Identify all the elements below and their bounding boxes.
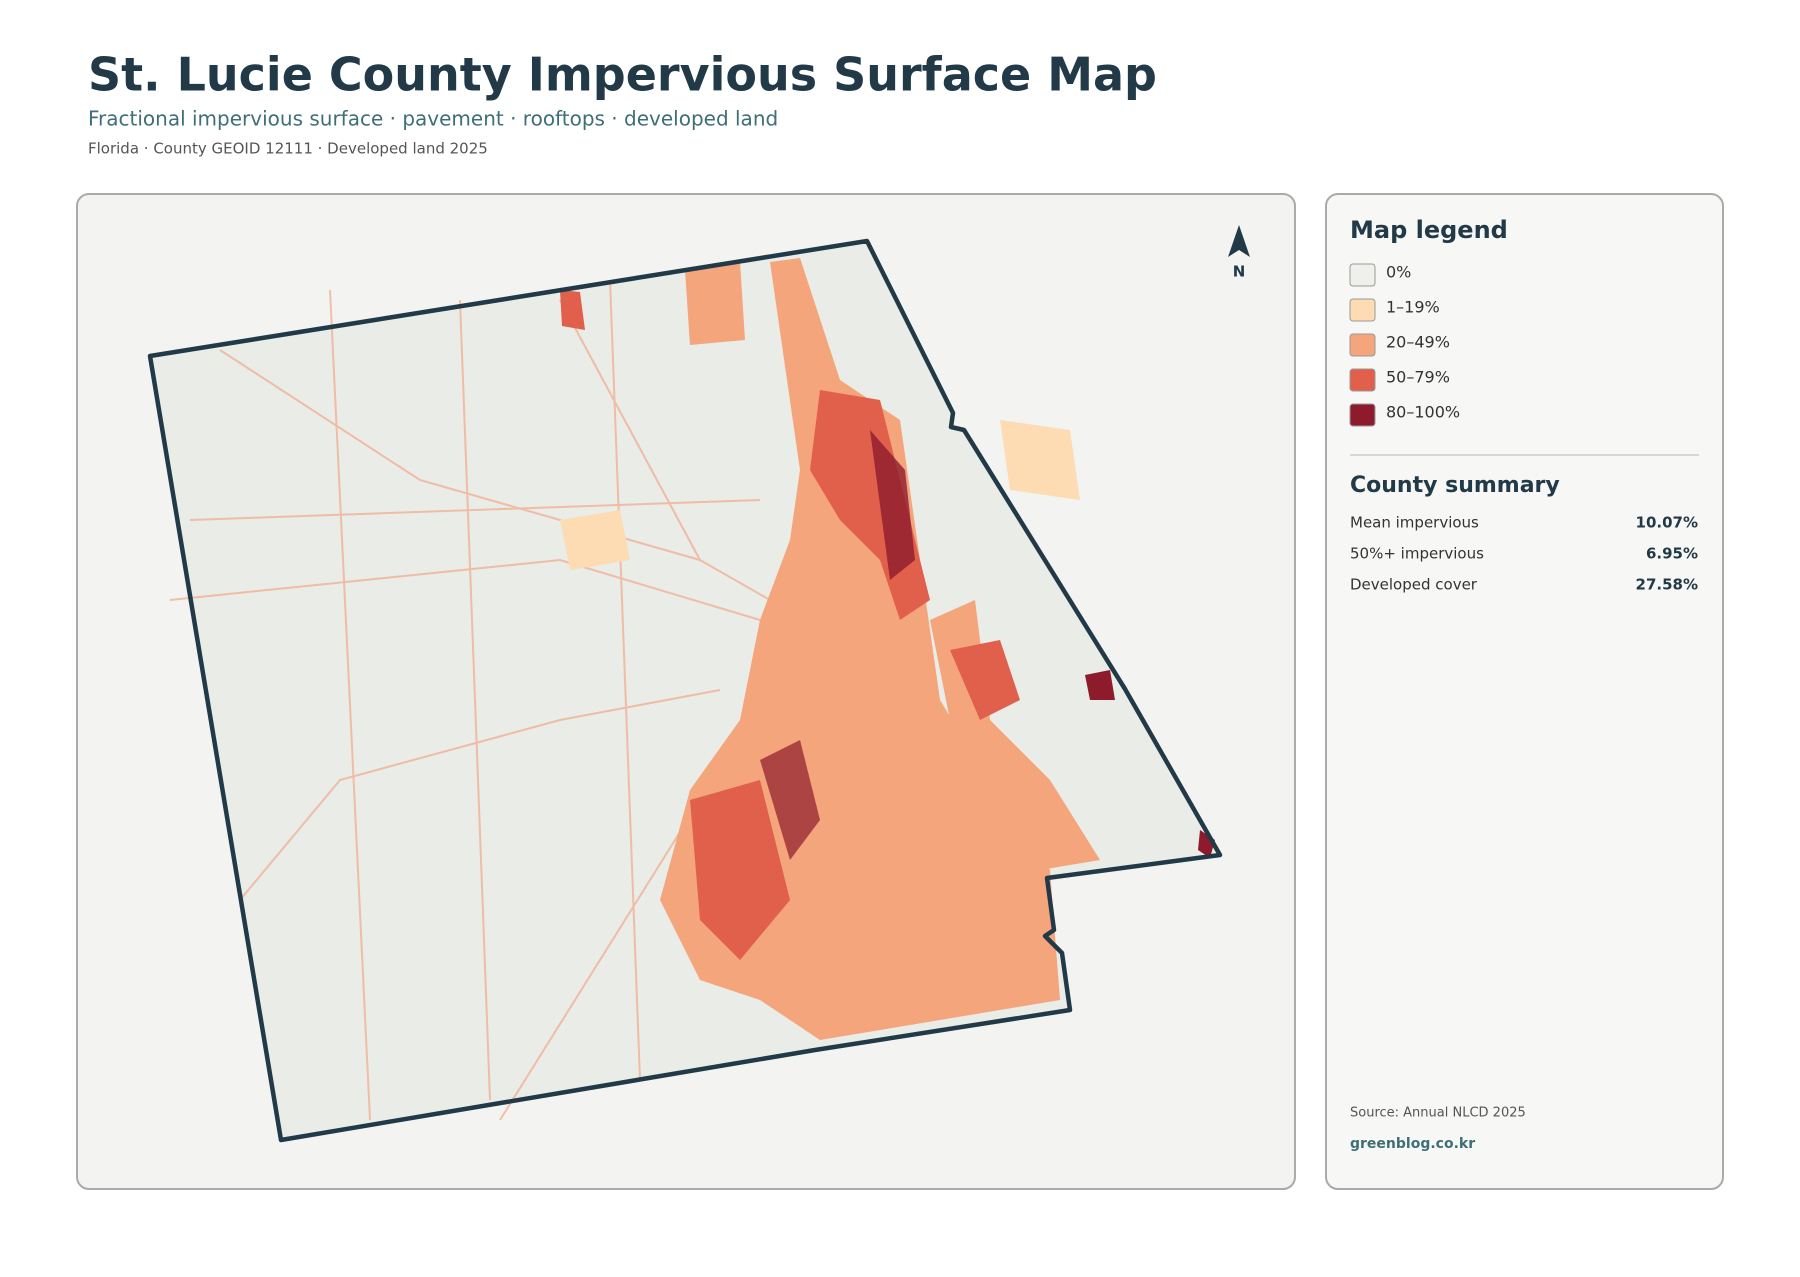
summary-value: 27.58% bbox=[1636, 576, 1698, 594]
side-panel bbox=[1325, 193, 1724, 1190]
credit: greenblog.co.kr bbox=[1350, 1136, 1475, 1152]
north-arrow bbox=[1228, 225, 1250, 257]
county-outline bbox=[147, 238, 1223, 1143]
north-label: N bbox=[1233, 263, 1246, 281]
legend-swatch bbox=[1349, 333, 1376, 357]
legend-swatch bbox=[1349, 403, 1376, 427]
legend-label: 0% bbox=[1386, 263, 1411, 282]
source: Source: Annual NLCD 2025 bbox=[1350, 1106, 1526, 1121]
legend-label: 80–100% bbox=[1386, 403, 1460, 422]
title: St. Lucie County Impervious Surface Map bbox=[88, 48, 1157, 102]
developed-areas bbox=[560, 258, 1215, 1040]
county-map bbox=[147, 238, 1223, 1143]
legend-label: 50–79% bbox=[1386, 368, 1450, 387]
summary-label: Mean impervious bbox=[1350, 514, 1479, 532]
summary-label: 50%+ impervious bbox=[1350, 545, 1484, 563]
legend-label: 1–19% bbox=[1386, 298, 1440, 317]
legend-swatch bbox=[1349, 263, 1376, 287]
legend-swatch bbox=[1349, 368, 1376, 392]
summary-label: Developed cover bbox=[1350, 576, 1478, 594]
legend-title: Map legend bbox=[1350, 216, 1508, 244]
meta: Florida · County GEOID 12111 · Developed… bbox=[88, 140, 488, 158]
summary-value: 10.07% bbox=[1636, 514, 1698, 532]
subtitle: Fractional impervious surface · pavement… bbox=[88, 107, 778, 131]
summary-title: County summary bbox=[1350, 473, 1560, 498]
legend-swatch bbox=[1349, 298, 1376, 322]
summary-value: 6.95% bbox=[1646, 545, 1698, 563]
summary: Mean impervious 10.07% 50%+ impervious 6.95… bbox=[1350, 514, 1698, 594]
legend: 0% 1–19% 20–49% 50–79% 80–100% bbox=[1349, 263, 1460, 427]
legend-label: 20–49% bbox=[1386, 333, 1450, 352]
